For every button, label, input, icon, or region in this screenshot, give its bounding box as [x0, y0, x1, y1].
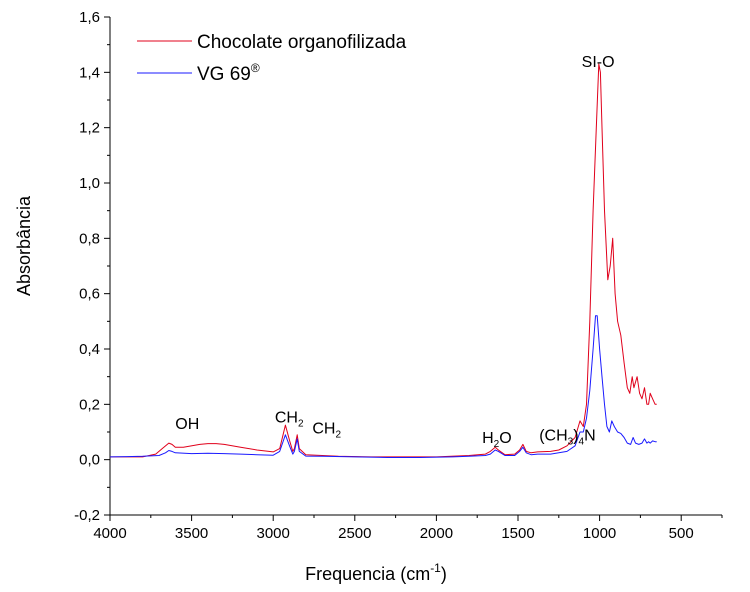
y-axis-title: Absorbância	[14, 195, 34, 296]
series-line-1	[110, 63, 657, 458]
x-tick-label: 1500	[501, 525, 534, 542]
x-tick-label: 3000	[257, 525, 290, 542]
x-tick-label: 2000	[420, 525, 453, 542]
legend: Chocolate organofilizada VG 69®	[137, 32, 407, 85]
y-tick-label: 0,4	[79, 341, 100, 358]
y-tick-label: 0,6	[79, 286, 100, 303]
x-tick-label: 1000	[583, 525, 616, 542]
annotations-layer: OH CH2 CH2 H2O (CH3)4N SI-O	[175, 54, 614, 450]
y-tick-label: 0,8	[79, 230, 100, 247]
legend-label-1: Chocolate organofilizada	[197, 32, 407, 53]
peak-label-sio: SI-O	[582, 54, 615, 71]
y-tick-label: 0,2	[79, 396, 100, 413]
peak-label-oh: OH	[175, 416, 199, 433]
x-axis-title: Frequencia (cm-1)	[305, 561, 447, 584]
x-tick-label: 2500	[338, 525, 371, 542]
peak-label-ch2b: CH2	[312, 420, 341, 440]
peak-label-h2o: H2O	[482, 430, 512, 450]
x-tick-label: 500	[669, 525, 694, 542]
axes: 4000 3500 3000 2500 2000 1500 1000 500 -0,2 0,0 0,…	[74, 9, 723, 542]
x-tick-label: 3500	[175, 525, 208, 542]
peak-label-ch3n: (CH3)4N	[539, 427, 595, 447]
y-tick-label: 1,6	[79, 9, 100, 26]
peak-label-ch2a: CH2	[275, 409, 304, 429]
series-layer	[109, 63, 657, 458]
y-tick-label: 1,2	[79, 120, 100, 137]
axis-titles: Frequencia (cm-1) Absorbância	[14, 195, 447, 584]
series-line-2	[109, 315, 657, 458]
y-tick-label: 1,4	[79, 64, 100, 81]
legend-label-2: VG 69®	[197, 61, 260, 85]
y-tick-label: 0,0	[79, 452, 100, 469]
y-tick-label: 1,0	[79, 175, 100, 192]
y-tick-label: -0,2	[74, 507, 100, 524]
x-tick-label: 4000	[93, 525, 126, 542]
